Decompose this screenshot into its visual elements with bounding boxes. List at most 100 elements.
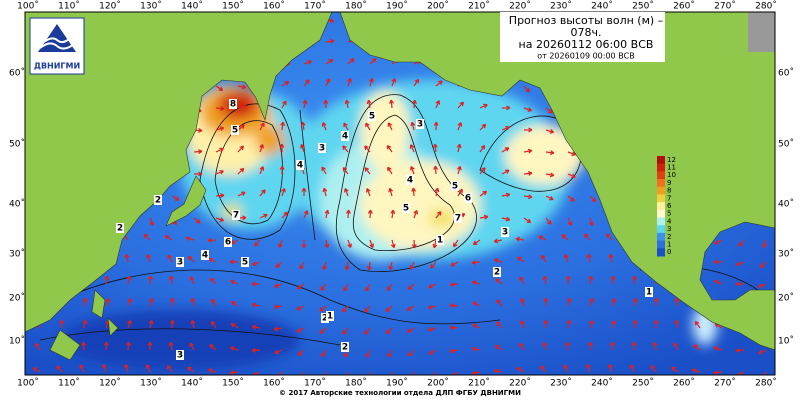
wind-arrow [34, 342, 41, 351]
contour-label: 3 [502, 228, 508, 238]
wind-arrow [435, 211, 442, 219]
wind-arrow [432, 239, 438, 249]
wind-arrow [653, 297, 659, 307]
wind-arrow [369, 371, 371, 375]
wind-arrow [388, 187, 394, 197]
wind-arrow [736, 371, 745, 375]
wind-arrow [215, 217, 224, 222]
colorbar-swatch [657, 202, 665, 211]
wind-arrow [127, 320, 132, 329]
latitude-label: 20˚ [778, 293, 794, 304]
wind-arrow [410, 166, 415, 175]
wind-arrow [274, 349, 283, 355]
wind-arrow [365, 122, 371, 131]
colorbar-swatch [657, 217, 665, 226]
wind-arrow [209, 277, 217, 285]
wind-arrow [124, 253, 130, 263]
wind-arrow [301, 187, 307, 197]
wind-arrow [567, 173, 576, 179]
wind-arrow [632, 297, 638, 307]
wind-arrow [545, 172, 555, 178]
wind-arrow [193, 217, 201, 224]
contour-label-bg [493, 267, 501, 277]
wind-arrow [303, 59, 312, 65]
latitude-label: 10˚ [778, 336, 794, 347]
wind-arrow [259, 144, 264, 153]
wind-arrow [519, 276, 525, 285]
contour-label: 3 [417, 120, 423, 130]
wind-arrow [344, 99, 350, 109]
wind-arrow [735, 347, 745, 353]
wind-arrow [694, 320, 701, 329]
wind-arrow [301, 239, 307, 249]
colorbar-swatch [657, 240, 665, 249]
wind-arrow [479, 103, 488, 109]
contour-label: 7 [455, 214, 461, 224]
wind-arrow [215, 193, 225, 198]
wind-arrow [367, 209, 373, 219]
wind-arrow [365, 283, 371, 292]
wind-arrow [610, 275, 616, 285]
wind-arrow [281, 187, 286, 197]
longitude-label: 220˚ [509, 378, 531, 389]
wind-arrow [457, 165, 462, 175]
land [25, 12, 775, 361]
wind-arrow [215, 126, 225, 132]
colorbar-label: 11 [667, 164, 676, 172]
wind-arrow [342, 305, 349, 313]
wind-arrow [411, 187, 417, 197]
wind-arrow [758, 283, 767, 288]
wind-arrow [281, 100, 287, 109]
wind-arrow [59, 319, 65, 329]
wind-arrow [259, 122, 265, 131]
contour-label-bg [368, 111, 376, 121]
contour-label-bg [116, 223, 124, 233]
longitude-label: 250˚ [632, 1, 654, 12]
wind-arrow [148, 319, 154, 329]
wind-arrow [320, 349, 327, 358]
wind-arrow [457, 101, 465, 109]
latitude-label: 40˚ [778, 199, 794, 210]
colorbar-swatch [657, 163, 665, 172]
wind-arrow [517, 256, 525, 263]
wind-arrow [479, 144, 486, 153]
latitude-label: 60˚ [778, 68, 794, 79]
latitude-label: 50˚ [9, 139, 25, 150]
wind-arrow [493, 238, 503, 244]
wind-arrow [296, 305, 305, 311]
colorbar-label: 8 [667, 187, 671, 195]
wind-arrow [523, 107, 532, 112]
colorbar-swatch [657, 209, 665, 219]
colorbar-label: 3 [667, 225, 671, 233]
contour-label-bg [341, 342, 349, 352]
latitude-label: 30˚ [778, 249, 794, 260]
wind-arrow [365, 349, 371, 358]
wind-arrow [650, 365, 657, 373]
wind-arrow [230, 300, 239, 307]
wind-arrow [406, 327, 415, 334]
wind-arrow [193, 149, 203, 155]
wind-arrow [389, 99, 394, 109]
wind-arrow [319, 305, 327, 312]
wind-arrow [631, 275, 637, 285]
wind-arrow [237, 124, 245, 131]
wind-arrow [589, 298, 594, 307]
longitude-label: 140˚ [181, 378, 203, 389]
latitude-label: 10˚ [9, 336, 25, 347]
wind-arrow [758, 349, 767, 355]
colorbar-label: 0 [667, 248, 671, 256]
longitude-label: 160˚ [263, 378, 285, 389]
contour-label: 5 [452, 182, 458, 192]
wind-arrow [479, 123, 487, 131]
wind-arrow [496, 321, 503, 329]
wind-arrow [251, 281, 261, 287]
wind-arrow [322, 261, 327, 271]
wind-arrow [493, 258, 503, 263]
contour-label-bg [321, 313, 329, 323]
contour-label-bg [451, 181, 459, 191]
wind-arrow [413, 210, 418, 219]
wind-arrow [410, 121, 416, 131]
wind-arrow [501, 125, 510, 131]
wind-arrow [516, 367, 525, 373]
wind-arrow [237, 167, 245, 175]
